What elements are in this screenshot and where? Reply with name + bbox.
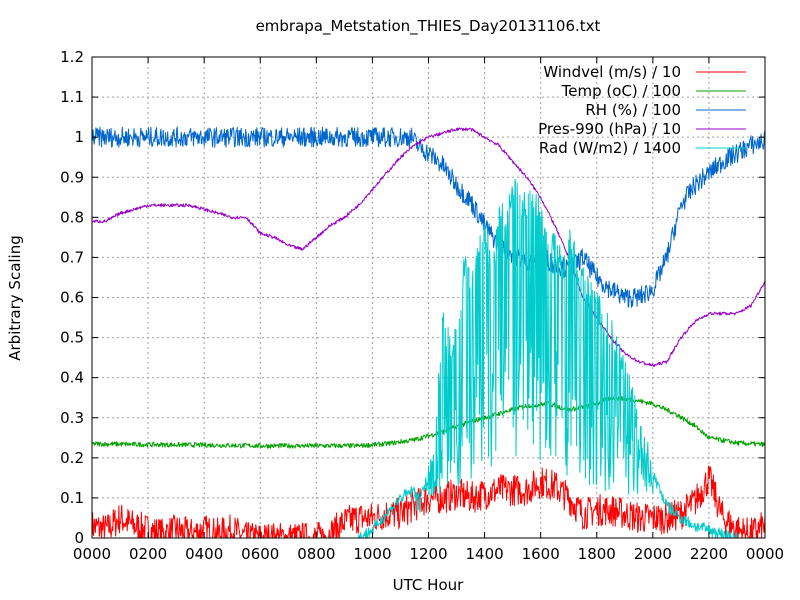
y-tick-label: 0 xyxy=(74,529,84,547)
y-tick-label: 0.4 xyxy=(60,369,84,387)
series-line-1 xyxy=(91,465,766,539)
x-tick-label: 1400 xyxy=(465,545,503,563)
y-tick-label: 0.8 xyxy=(60,208,84,226)
x-tick-label: 0800 xyxy=(297,545,335,563)
x-tick-label: 0000 xyxy=(73,545,111,563)
y-tick-label: 1.2 xyxy=(60,48,84,66)
y-tick-label: 1 xyxy=(74,128,84,146)
x-tick-label: 2200 xyxy=(690,545,728,563)
x-axis-label: UTC Hour xyxy=(393,576,464,594)
x-tick-label: 0200 xyxy=(129,545,167,563)
x-tick-label: 1600 xyxy=(522,545,560,563)
series-line-3 xyxy=(91,126,766,308)
y-tick-label: 0.5 xyxy=(60,329,84,347)
x-tick-label: 0000 xyxy=(746,545,784,563)
series-layer xyxy=(91,126,766,539)
y-tick-label: 0.1 xyxy=(60,489,84,507)
y-tick-label: 0.9 xyxy=(60,168,84,186)
y-axis-label: Arbitrary Scaling xyxy=(6,235,24,361)
legend-label: Temp (oC) / 100 xyxy=(561,82,681,100)
legend-label: RH (%) / 100 xyxy=(585,101,681,119)
series-line-2 xyxy=(91,395,766,449)
legend-label: Windvel (m/s) / 10 xyxy=(543,63,681,81)
y-tick-label: 0.7 xyxy=(60,248,84,266)
ticks-layer: 0 0.1 0.2 0.3 0.4 0.5 0.6 0.7 0.8 0.9 1 1.1 1.2 0000 0… xyxy=(60,48,784,563)
x-tick-label: 1800 xyxy=(578,545,616,563)
y-tick-label: 0.2 xyxy=(60,449,84,467)
series-line-4 xyxy=(91,127,766,367)
y-tick-label: 1.1 xyxy=(60,88,84,106)
x-tick-label: 1200 xyxy=(409,545,447,563)
chart-title: embrapa_Metstation_THIES_Day20131106.txt xyxy=(256,17,601,36)
legend-label: Rad (W/m2) / 1400 xyxy=(539,139,681,157)
x-tick-label: 1000 xyxy=(353,545,391,563)
y-tick-label: 0.6 xyxy=(60,289,84,307)
y-tick-label: 0.3 xyxy=(60,409,84,427)
legend-label: Pres-990 (hPa) / 10 xyxy=(538,120,681,138)
x-tick-label: 0400 xyxy=(185,545,223,563)
x-tick-label: 0600 xyxy=(241,545,279,563)
x-tick-label: 2000 xyxy=(634,545,672,563)
